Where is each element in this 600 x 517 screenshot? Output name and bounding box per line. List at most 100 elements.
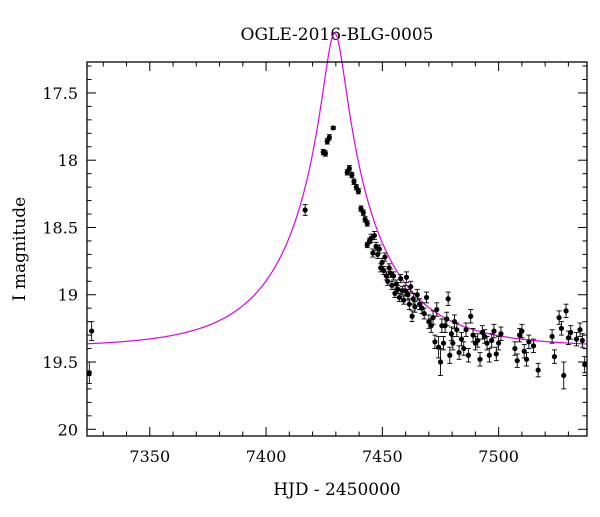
model-curve xyxy=(86,32,588,345)
data-marker xyxy=(390,273,397,279)
data-marker xyxy=(523,356,530,362)
y-tick-label: 20 xyxy=(58,420,78,439)
data-point xyxy=(349,171,355,179)
data-marker xyxy=(355,188,361,194)
data-point xyxy=(371,231,378,241)
data-marker xyxy=(326,134,332,140)
data-marker xyxy=(346,165,352,171)
data-marker xyxy=(463,327,469,333)
data-marker xyxy=(403,274,410,280)
data-point xyxy=(493,346,499,362)
y-tick-label: 19 xyxy=(58,286,78,305)
data-marker xyxy=(516,332,523,338)
data-marker xyxy=(445,296,451,302)
data-marker xyxy=(370,250,376,256)
data-point xyxy=(326,134,332,141)
y-tick-label: 18.5 xyxy=(42,218,78,237)
data-point xyxy=(382,252,388,262)
data-marker xyxy=(381,267,387,274)
data-marker xyxy=(496,340,502,346)
data-points-layer xyxy=(86,125,588,390)
data-point xyxy=(558,321,565,336)
data-marker xyxy=(409,313,415,319)
data-marker xyxy=(456,349,462,356)
axis-ticks: 7350 7400 7450 7500 17.5 18 18.5 19 19.5 20 xyxy=(42,62,587,466)
data-point xyxy=(412,301,418,313)
data-marker xyxy=(379,259,385,266)
data-point xyxy=(491,323,497,339)
data-marker xyxy=(401,297,407,303)
data-point xyxy=(346,165,352,172)
data-marker xyxy=(477,356,483,362)
data-marker xyxy=(440,340,447,346)
data-point xyxy=(437,348,444,376)
data-point xyxy=(561,361,567,390)
data-point xyxy=(434,302,440,317)
data-point xyxy=(364,220,370,227)
data-marker xyxy=(468,313,474,319)
data-point xyxy=(573,331,580,347)
data-marker xyxy=(489,337,495,344)
data-marker xyxy=(448,331,455,337)
data-point xyxy=(526,334,532,350)
data-point xyxy=(579,333,585,348)
data-point xyxy=(512,341,518,356)
data-marker xyxy=(330,125,336,131)
data-marker xyxy=(398,275,404,282)
data-point xyxy=(551,349,558,364)
data-marker xyxy=(322,150,328,157)
data-point xyxy=(370,248,376,258)
data-marker xyxy=(349,172,355,178)
data-marker xyxy=(565,335,571,341)
data-point xyxy=(484,335,490,351)
data-point xyxy=(89,321,95,341)
data-marker xyxy=(484,340,490,346)
data-marker xyxy=(582,362,588,368)
data-marker xyxy=(514,358,520,364)
data-marker xyxy=(432,339,438,345)
data-marker xyxy=(89,328,95,334)
data-marker xyxy=(479,329,485,336)
data-marker xyxy=(475,337,481,344)
data-point xyxy=(355,188,361,195)
data-marker xyxy=(382,254,388,260)
data-point xyxy=(463,322,469,337)
data-marker xyxy=(360,210,366,216)
data-marker xyxy=(577,327,583,333)
data-point xyxy=(489,333,495,348)
data-marker xyxy=(491,328,497,334)
data-marker xyxy=(371,232,378,239)
data-point xyxy=(519,323,525,339)
data-marker xyxy=(470,332,476,338)
data-marker xyxy=(426,319,432,325)
data-point xyxy=(468,309,474,324)
data-point xyxy=(496,335,502,351)
data-marker xyxy=(558,325,565,331)
y-tick-label: 17.5 xyxy=(42,84,78,103)
data-marker xyxy=(556,315,562,321)
data-point xyxy=(398,274,404,284)
data-point xyxy=(563,303,569,319)
data-marker xyxy=(498,331,504,337)
data-marker xyxy=(530,343,537,349)
data-marker xyxy=(493,351,499,357)
data-marker xyxy=(414,292,420,298)
data-point xyxy=(410,292,416,305)
data-marker xyxy=(389,282,395,288)
data-marker xyxy=(430,315,436,321)
data-marker xyxy=(561,372,567,379)
data-point xyxy=(523,352,530,367)
data-marker xyxy=(563,308,569,314)
data-marker xyxy=(86,370,92,376)
data-point xyxy=(423,291,430,304)
data-point xyxy=(393,279,399,289)
data-marker xyxy=(519,328,525,334)
data-point xyxy=(403,271,410,284)
data-point xyxy=(330,125,336,131)
data-point xyxy=(454,322,460,337)
data-point xyxy=(486,348,492,363)
data-marker xyxy=(405,292,411,298)
data-marker xyxy=(408,284,414,290)
